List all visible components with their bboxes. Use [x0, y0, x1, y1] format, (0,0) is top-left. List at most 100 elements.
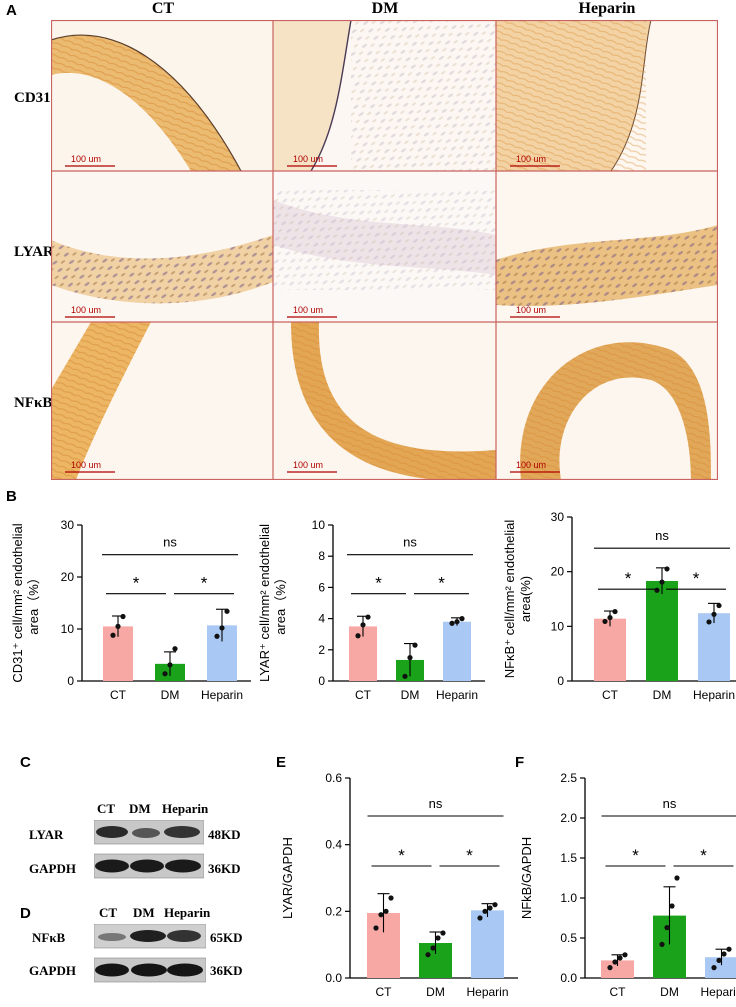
y-tick-label: 0: [318, 674, 325, 688]
micrograph-cd31-heparin: [496, 20, 718, 172]
chart-lyar-gapdh: 0.0 0.2 0.4 0.6 LYAR/GAPDH CT DM Heparin * * ns: [280, 771, 518, 999]
blot-d-lane-dm: DM: [133, 905, 155, 920]
panel-label-e: E: [276, 754, 287, 771]
y-tick-label: 6: [318, 580, 325, 594]
x-tick-label: DM: [660, 985, 679, 999]
x-tick-label: DM: [161, 688, 180, 702]
y-axis-label: area(%): [518, 576, 533, 622]
scale-bar-label: 100 um: [71, 460, 101, 470]
significance-label: *: [625, 569, 632, 588]
data-point: [659, 579, 665, 585]
data-point: [440, 930, 446, 936]
micrograph-lyar-dm: [273, 171, 496, 322]
data-point: [454, 619, 460, 625]
data-point: [214, 633, 220, 639]
data-point: [365, 614, 371, 620]
panel-label-d: D: [20, 905, 31, 922]
x-tick-label: CT: [110, 688, 127, 702]
data-point: [607, 614, 613, 621]
y-axis-label: NFkB/GAPDH: [519, 837, 534, 919]
y-axis-label: CD31⁺ cell/mm² endothelial: [10, 523, 25, 682]
bar-ct: [601, 960, 634, 978]
chart-cd31-area: 0 10 20 30 CD31⁺ cell/mm² endothelial area（%）…: [10, 518, 251, 702]
x-tick-label: Heparin: [700, 985, 736, 999]
y-tick-label: 10: [551, 619, 565, 633]
blot-c-size-gapdh: 36KD: [208, 861, 241, 876]
scale-bar-label: 100 um: [516, 154, 546, 164]
data-point: [487, 905, 493, 911]
data-point: [607, 965, 613, 971]
y-tick-label: 0.2: [325, 904, 342, 918]
data-point: [612, 608, 618, 615]
data-point: [477, 915, 483, 921]
significance-label: *: [700, 846, 707, 865]
significance-label: ns: [163, 535, 177, 550]
y-tick-label: 1.0: [560, 891, 577, 905]
x-tick-label: Heparin: [693, 688, 735, 702]
micrograph-nfkb-dm: [273, 322, 496, 480]
x-tick-label: Heparin: [466, 985, 508, 999]
significance-label: ns: [655, 528, 669, 543]
panel-label-a: A: [6, 2, 17, 19]
significance-label: *: [398, 846, 405, 865]
y-tick-label: 2: [318, 643, 325, 657]
data-point: [412, 642, 418, 648]
data-point: [430, 945, 436, 951]
data-point: [355, 633, 361, 639]
significance-label: *: [133, 574, 140, 593]
chart-nfkb-area: 0 10 20 30 NFκB⁺ cell/mm² endothelial area(%)…: [502, 510, 736, 702]
scale-bar-nfkb-ct: 100 um: [65, 460, 115, 473]
scale-bar-cd31-heparin: 100 um: [510, 154, 560, 167]
bar-heparin: [705, 957, 736, 978]
x-tick-label: Heparin: [436, 688, 478, 702]
blot-c-row-gapdh: GAPDH: [29, 861, 76, 876]
y-axis-label: area（%）: [273, 571, 288, 635]
y-tick-label: 0.4: [325, 838, 342, 852]
y-tick-label: 30: [551, 510, 565, 524]
significance-label: *: [201, 574, 208, 593]
scale-bar-label: 100 um: [516, 305, 546, 315]
data-point: [492, 902, 498, 908]
y-tick-label: 0.0: [325, 971, 342, 985]
bar-heparin: [471, 910, 504, 978]
significance-label: *: [466, 846, 473, 865]
significance-label: *: [438, 574, 445, 593]
scale-bar-label: 100 um: [516, 460, 546, 470]
data-point: [402, 673, 408, 679]
micrograph-lyar-ct: [51, 171, 273, 322]
column-header-ct: CT: [151, 0, 175, 17]
data-point: [726, 946, 732, 952]
y-tick-label: 2.0: [560, 811, 577, 825]
significance-label: *: [693, 569, 700, 588]
y-tick-label: 4: [318, 612, 325, 626]
column-header-heparin: Heparin: [578, 0, 636, 17]
data-point: [110, 632, 116, 638]
scale-bar-nfkb-dm: 100 um: [287, 460, 337, 473]
x-tick-label: CT: [376, 985, 393, 999]
y-tick-label: 0: [67, 674, 74, 688]
blot-d-lane-heparin: Heparin: [164, 905, 211, 920]
x-tick-label: DM: [401, 688, 420, 702]
y-tick-label: 1.5: [560, 851, 577, 865]
blot-c-lane-dm: DM: [129, 801, 151, 816]
data-point: [711, 611, 717, 617]
data-point: [721, 951, 727, 957]
blot-d-bands: [94, 924, 206, 983]
y-tick-label: 10: [61, 622, 75, 636]
x-tick-label: CT: [355, 688, 372, 702]
significance-label: *: [375, 574, 382, 593]
panel-label-f: F: [515, 754, 525, 771]
chart-lyar-area: 0 2 4 6 8 10 LYAR⁺ cell/mm² endothelial area（%）…: [257, 518, 485, 702]
data-point: [612, 959, 618, 965]
data-point: [162, 671, 168, 677]
data-point: [388, 895, 394, 901]
scale-bar-label: 100 um: [293, 154, 323, 164]
blot-c-row-lyar: LYAR: [29, 827, 64, 842]
column-header-dm: DM: [371, 0, 399, 17]
scale-bar-lyar-heparin: 100 um: [510, 305, 560, 318]
significance-label: *: [632, 846, 639, 865]
blot-c-size-lyar: 48KD: [208, 827, 241, 842]
y-tick-label: 0.5: [560, 931, 577, 945]
micrograph-cd31-ct: [51, 20, 273, 172]
panel-label-b: B: [6, 488, 17, 505]
